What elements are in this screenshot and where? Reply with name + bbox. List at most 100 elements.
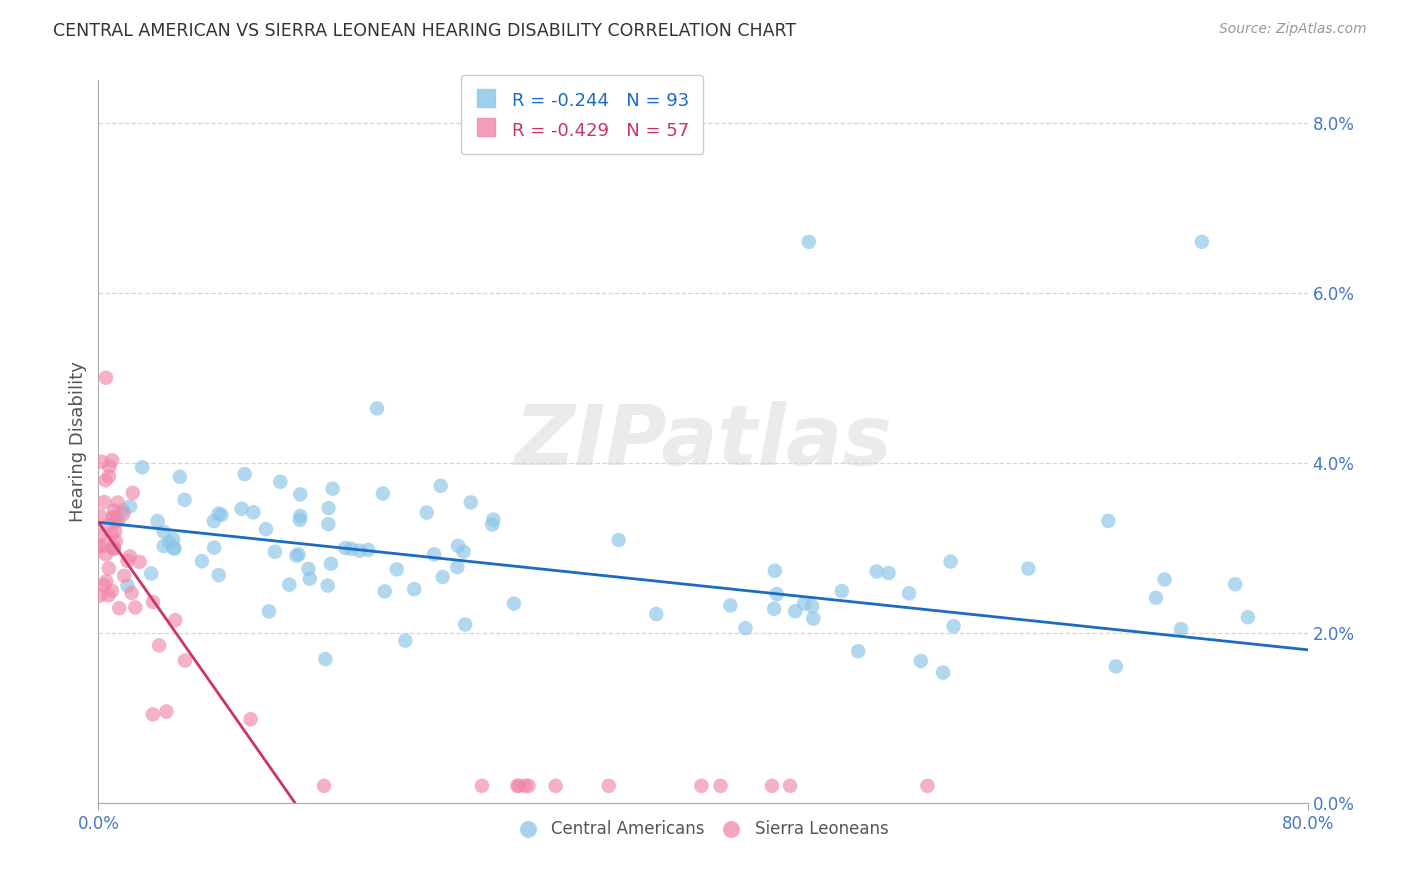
Point [385,562,408,576]
Point [1097,514,1119,528]
Point [797,235,820,249]
Point [239,712,262,726]
Point [163,541,186,556]
Point [718,599,741,613]
Point [785,604,807,618]
Point [112,503,135,517]
Point [117,579,139,593]
Point [152,539,174,553]
Point [298,572,321,586]
Point [340,541,363,556]
Point [453,544,475,558]
Point [598,779,620,793]
Point [101,453,124,467]
Point [89,589,111,603]
Point [765,587,787,601]
Point [152,524,174,539]
Point [865,565,887,579]
Point [471,779,494,793]
Point [932,665,955,680]
Point [103,541,125,556]
Point [98,469,121,483]
Point [89,508,111,523]
Point [319,557,342,571]
Point [1223,577,1246,591]
Point [939,555,962,569]
Point [318,517,340,532]
Point [208,507,231,521]
Point [503,597,526,611]
Point [460,495,482,509]
Point [103,540,125,554]
Point [942,619,965,633]
Point [734,621,756,635]
Point [97,561,120,575]
Point [544,779,567,793]
Point [432,570,454,584]
Point [108,601,131,615]
Point [121,586,143,600]
Text: Source: ZipAtlas.com: Source: ZipAtlas.com [1219,22,1367,37]
Legend: Central Americans, Sierra Leoneans: Central Americans, Sierra Leoneans [510,814,896,845]
Point [104,534,127,549]
Point [801,612,824,626]
Point [89,528,111,542]
Point [316,578,339,592]
Point [105,515,128,529]
Point [371,486,394,500]
Text: ZIPatlas: ZIPatlas [515,401,891,482]
Point [517,779,540,793]
Point [174,653,197,667]
Point [169,469,191,483]
Point [831,584,853,599]
Point [761,779,783,793]
Point [107,513,129,527]
Point [94,371,117,385]
Point [779,779,801,793]
Point [209,508,232,522]
Point [165,613,187,627]
Point [128,555,150,569]
Point [1105,659,1128,673]
Point [101,510,124,524]
Point [103,510,125,524]
Point [288,513,311,527]
Point [278,577,301,591]
Point [90,455,112,469]
Point [120,500,142,514]
Point [374,584,396,599]
Point [173,492,195,507]
Point [124,600,146,615]
Point [1170,622,1192,636]
Point [142,595,165,609]
Point [404,582,426,596]
Point [107,495,129,509]
Text: CENTRAL AMERICAN VS SIERRA LEONEAN HEARING DISABILITY CORRELATION CHART: CENTRAL AMERICAN VS SIERRA LEONEAN HEARI… [53,22,797,40]
Point [263,545,285,559]
Point [254,522,277,536]
Point [148,639,170,653]
Point [846,644,869,658]
Point [877,566,900,580]
Point [242,505,264,519]
Point [645,607,668,621]
Point [146,514,169,528]
Point [208,568,231,582]
Point [898,586,921,600]
Point [285,549,308,563]
Point [94,547,117,561]
Point [1153,573,1175,587]
Point [423,548,446,562]
Point [97,588,120,602]
Point [793,597,815,611]
Point [112,569,135,583]
Point [709,779,731,793]
Point [163,541,186,556]
Point [202,541,225,555]
Point [104,524,127,539]
Point [607,533,630,547]
Point [118,549,141,564]
Point [101,541,124,556]
Point [917,779,939,793]
Point [89,539,111,553]
